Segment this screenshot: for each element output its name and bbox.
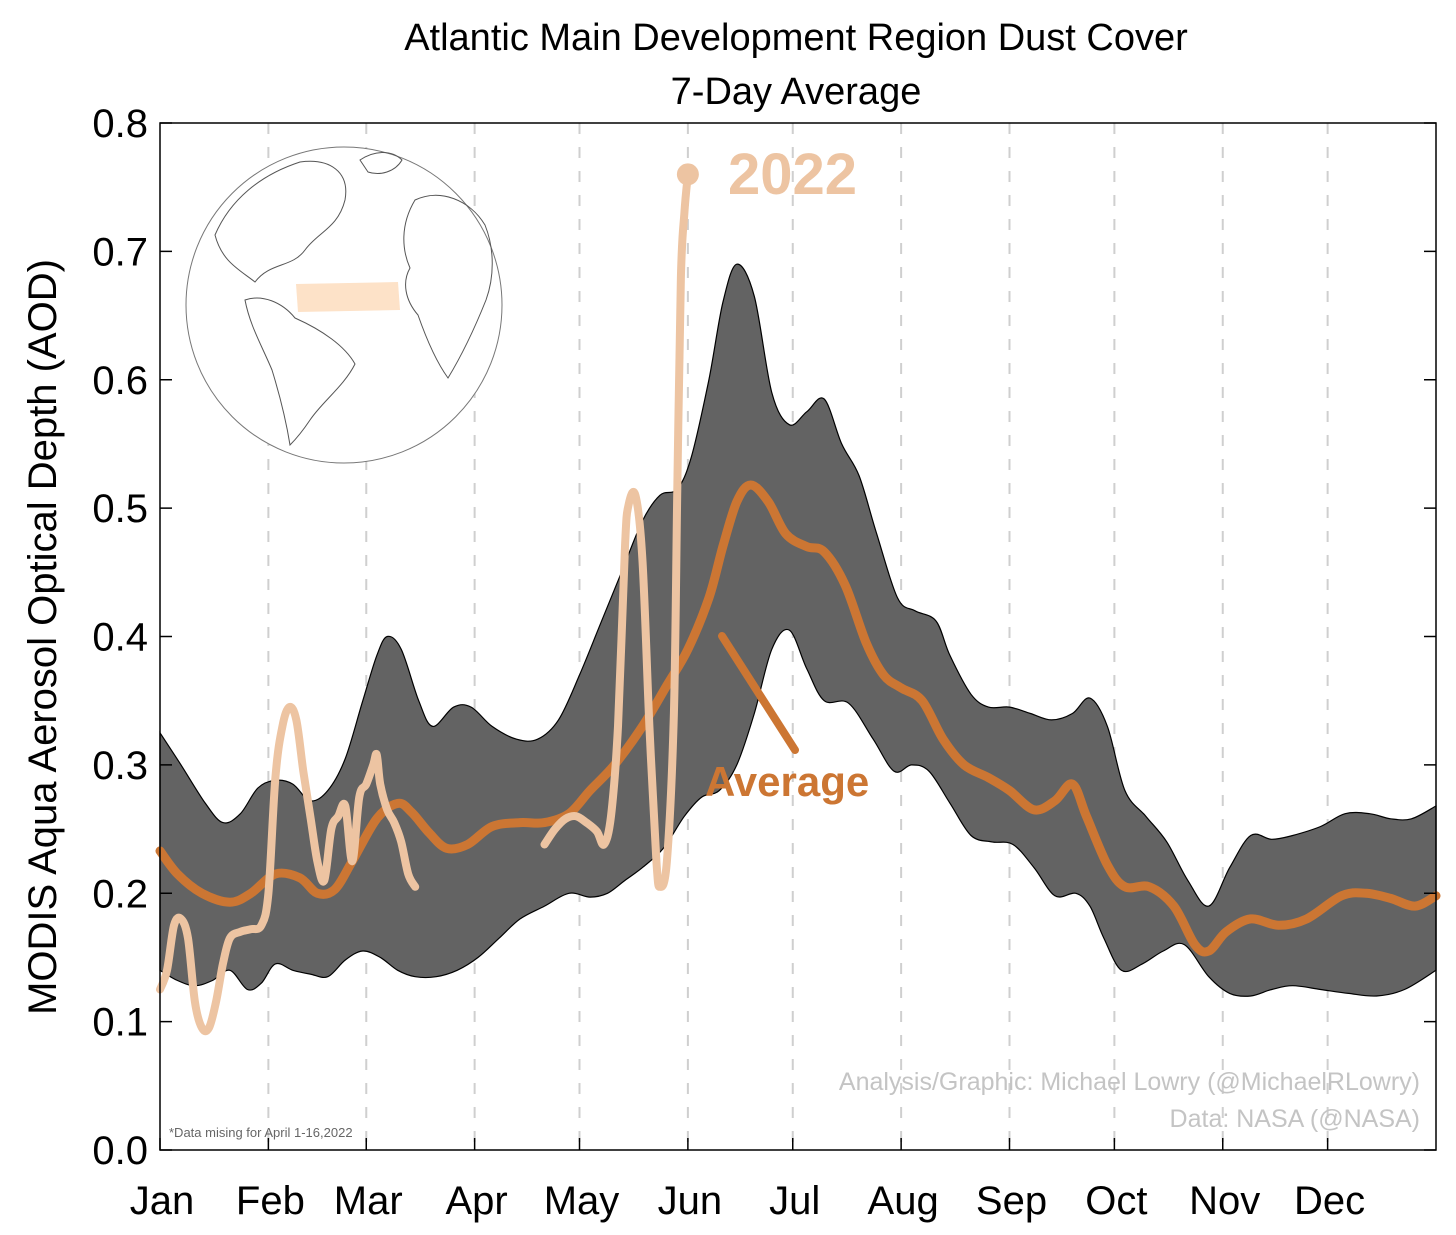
y-tick-label: 0.3	[92, 744, 148, 788]
missing-data-note: *Data mising for April 1-16,2022	[169, 1125, 353, 1140]
y-axis-label: MODIS Aqua Aerosol Optical Depth (AOD)	[21, 259, 65, 1015]
x-tick-label-apr: Apr	[446, 1179, 508, 1223]
y-tick-label: 0.2	[92, 872, 148, 916]
x-tick-label-may: May	[544, 1179, 620, 1223]
series-line-2022-segment-2	[540, 170, 692, 891]
mdr-region-highlight	[296, 282, 400, 312]
x-tick-label-sep: Sep	[976, 1179, 1047, 1223]
y-tick-label: 0.8	[92, 102, 148, 146]
x-tick-label-mar: Mar	[334, 1179, 403, 1223]
series-lines	[155, 163, 1441, 1036]
y-axis-ticks: 0.0 0.1 0.2 0.3 0.4 0.5 0.6 0.7 0.8	[92, 102, 1436, 1173]
range-band-area	[159, 263, 1437, 997]
label-average: Average	[705, 758, 869, 805]
x-tick-label-dec: Dec	[1294, 1179, 1365, 1223]
globe-icon	[185, 146, 503, 464]
series-line-2022-segment-1	[156, 702, 420, 1036]
chart-title: Atlantic Main Development Region Dust Co…	[404, 17, 1188, 59]
y-tick-label: 0.4	[92, 616, 148, 660]
label-2022: 2022	[728, 142, 857, 207]
series-line-average	[155, 480, 1441, 957]
x-tick-label-nov: Nov	[1189, 1179, 1260, 1223]
y-tick-label: 0.7	[92, 230, 148, 274]
x-tick-label-aug: Aug	[868, 1179, 939, 1223]
chart-subtitle: 7-Day Average	[671, 71, 922, 113]
average-leader-line	[718, 632, 799, 754]
x-tick-label-jun: Jun	[658, 1179, 723, 1223]
x-tick-label-feb: Feb	[236, 1179, 305, 1223]
x-tick-label-oct: Oct	[1085, 1179, 1147, 1223]
y-tick-label: 0.0	[92, 1129, 148, 1173]
y-tick-label: 0.6	[92, 359, 148, 403]
x-tick-label-jul: Jul	[769, 1179, 820, 1223]
credit-analysis: Analysis/Graphic: Michael Lowry (@Michae…	[839, 1068, 1420, 1096]
range-band	[159, 263, 1437, 997]
credit-data: Data: NASA (@NASA)	[1170, 1105, 1420, 1133]
series-2022-endpoint	[676, 163, 699, 186]
x-tick-label-jan: Jan	[130, 1179, 195, 1223]
x-axis-ticks: Jan Feb Mar Apr May Jun Jul Aug Sep Oct Nov Dec	[130, 1138, 1365, 1223]
y-tick-label: 0.1	[92, 1001, 148, 1045]
y-tick-label: 0.5	[92, 487, 148, 531]
